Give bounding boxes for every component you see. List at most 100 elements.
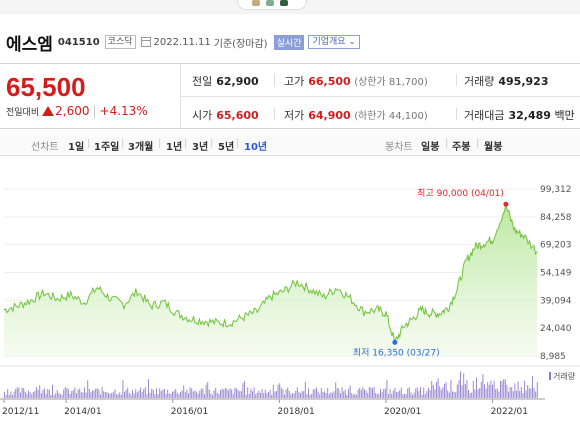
y-tick-label: 84,258 (540, 213, 572, 223)
volume-bar (128, 393, 130, 398)
volume-bar (72, 390, 74, 398)
volume-bar (434, 389, 436, 398)
volume-bar (448, 392, 450, 398)
volume-bar (436, 381, 437, 398)
volume-bar (373, 386, 375, 398)
candle-daily[interactable]: 일봉 (421, 142, 440, 153)
volume-bar (16, 387, 18, 398)
volume-bar (39, 385, 41, 398)
volume-bar (52, 384, 53, 398)
volume-bar (506, 384, 508, 398)
volume-bar (244, 381, 245, 398)
volume-bar (408, 387, 410, 398)
volume-bar (256, 392, 258, 398)
volume-bar (178, 394, 180, 398)
candle-chart-label[interactable]: 봉차트 (385, 142, 413, 153)
low-cell: 저가 64,900 (하한가 44,100) (284, 109, 428, 122)
volume-bar (535, 391, 537, 398)
volume-bar (522, 393, 524, 398)
candle-weekly[interactable]: 주봉 (452, 142, 471, 153)
max-label: 최고 90,000 (04/01) (417, 188, 504, 199)
volume-bar (437, 378, 439, 398)
volume-bar (423, 387, 425, 398)
volume-bar (322, 391, 324, 398)
volume-bar (432, 384, 434, 398)
stock-name[interactable]: 에스엠 (6, 34, 53, 55)
volume-bar (100, 394, 101, 398)
volume-bar (60, 394, 61, 398)
volume-bar (175, 388, 177, 398)
volume-bar (152, 389, 154, 398)
volume-legend-swatch (549, 372, 551, 380)
volume-bar (37, 390, 39, 398)
volume-bar (424, 393, 426, 398)
volume-bar (202, 388, 204, 398)
volume-bar (31, 394, 33, 398)
volume-bar (248, 394, 250, 398)
period-5y[interactable]: 5년 (218, 142, 235, 153)
candle-monthly[interactable]: 월봉 (484, 142, 503, 153)
volume-bar (524, 380, 525, 398)
volume-bar (116, 394, 117, 398)
volume-bar (391, 393, 393, 398)
volume-bar (501, 381, 503, 398)
volume-bar (15, 388, 17, 398)
volume-bar (186, 389, 188, 398)
volume-bar (135, 389, 137, 398)
period-1w[interactable]: 1주일 (94, 142, 120, 153)
period-1d[interactable]: 1일 (68, 142, 85, 153)
volume-bar (136, 392, 138, 398)
period-1y[interactable]: 1년 (166, 142, 183, 153)
line-chart-label[interactable]: 선차트 (31, 142, 59, 153)
volume-bar (32, 392, 34, 398)
volume-bar (66, 387, 68, 398)
volume-bar (156, 388, 157, 398)
price-area (4, 203, 537, 356)
volume-bar (404, 393, 405, 398)
period-3y[interactable]: 3년 (192, 142, 209, 153)
volume-bar (108, 393, 109, 398)
volume-bar (332, 392, 333, 398)
volume-bar (48, 389, 50, 398)
volume-bar (228, 390, 229, 398)
volume-bar (96, 388, 98, 398)
volume-bar (360, 389, 362, 398)
y-tick-label: 8,985 (540, 352, 566, 362)
volume-bar (528, 388, 530, 398)
volume-bar (79, 388, 81, 398)
volume-bar (351, 393, 353, 398)
volume-bar (111, 392, 113, 398)
volume-bar (314, 389, 316, 398)
volume-bar (357, 389, 359, 398)
period-10y[interactable]: 10년 (244, 142, 268, 153)
volume-bar (192, 391, 194, 398)
volume-bar (229, 388, 231, 398)
volume-bar (354, 393, 356, 398)
volume-bar (320, 388, 322, 398)
top-strip (0, 0, 580, 14)
volume-bar (479, 388, 481, 398)
period-3m[interactable]: 3개월 (128, 142, 154, 153)
company-overview-button[interactable]: 기업개요 ⌄ (308, 35, 360, 49)
volume-bar (472, 380, 474, 398)
volume-bar (364, 389, 365, 398)
volume-bar (220, 389, 221, 398)
volume-bar (349, 385, 351, 398)
realtime-button[interactable]: 실시간 (273, 34, 305, 50)
volume-bar (376, 394, 378, 398)
y-tick-label: 99,312 (540, 185, 572, 195)
volume-bar (239, 391, 241, 398)
volume-bar (208, 389, 210, 398)
volume-bar (12, 394, 13, 398)
volume-bar (509, 387, 511, 398)
volume-bar (236, 388, 237, 398)
volume-bar (50, 394, 52, 398)
volume-bar (101, 387, 103, 398)
volume-bar (221, 388, 223, 398)
volume-bar (325, 393, 327, 398)
volume-bar (346, 395, 348, 398)
volume-bar (224, 388, 226, 398)
volume-bar (317, 391, 319, 398)
volume-bar (365, 390, 367, 398)
